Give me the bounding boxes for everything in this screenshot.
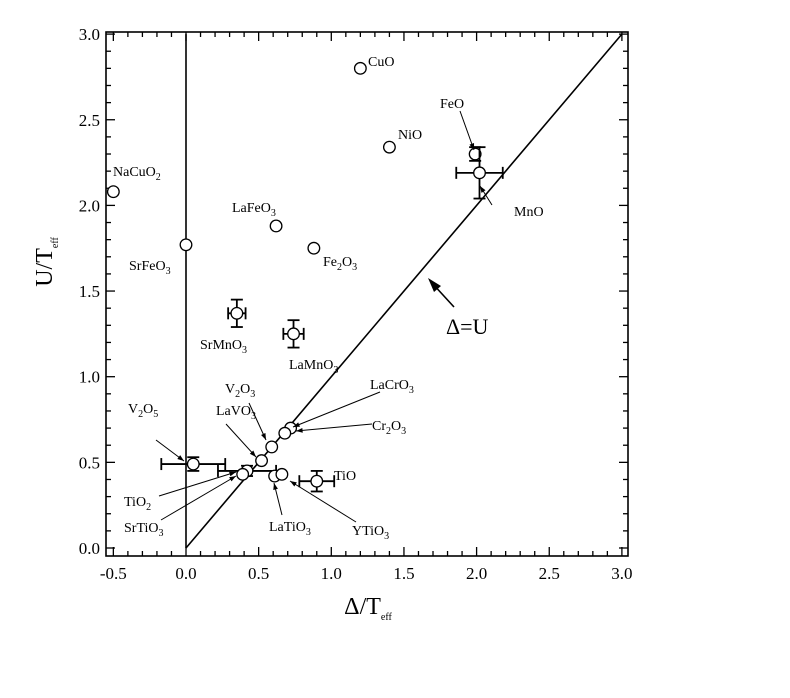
data-point bbox=[307, 241, 321, 255]
x-tick-label: -0.5 bbox=[100, 564, 127, 583]
leader-arrowhead bbox=[480, 186, 486, 193]
data-point bbox=[269, 219, 283, 233]
y-tick-label: 1.0 bbox=[79, 368, 100, 387]
leader-arrowhead bbox=[296, 428, 303, 433]
data-point bbox=[382, 140, 396, 154]
data-point bbox=[255, 454, 269, 468]
point-label: LaFeO3 bbox=[232, 201, 276, 219]
y-tick-label: 2.5 bbox=[79, 111, 100, 130]
point-label: MnO bbox=[514, 205, 544, 220]
data-point bbox=[275, 467, 289, 481]
point-label: SrFeO3 bbox=[129, 259, 171, 277]
point-label: YTiO3 bbox=[352, 524, 389, 542]
leader-line bbox=[248, 402, 267, 441]
leader-line bbox=[295, 423, 373, 432]
x-tick-label: 0.5 bbox=[248, 564, 269, 583]
leader-line bbox=[292, 391, 381, 428]
point-label: TiO2 bbox=[124, 495, 151, 513]
y-tick-label: 0.5 bbox=[79, 453, 100, 472]
point-label: LaVO3 bbox=[216, 404, 256, 422]
leader-line bbox=[459, 110, 475, 151]
point-label: Fe2O3 bbox=[323, 255, 357, 273]
y-tick-label: 2.0 bbox=[79, 196, 100, 215]
data-point bbox=[353, 61, 367, 75]
point-label: NaCuO2 bbox=[113, 165, 161, 183]
x-tick-label: 2.0 bbox=[466, 564, 487, 583]
leader-arrowhead bbox=[229, 476, 236, 482]
x-tick-label: 3.0 bbox=[611, 564, 632, 583]
x-tick-label: 1.5 bbox=[393, 564, 414, 583]
data-point bbox=[310, 474, 324, 488]
x-axis-title: Δ/Teff bbox=[344, 594, 392, 623]
leader-arrowhead bbox=[177, 455, 184, 461]
x-tick-label: 0.0 bbox=[175, 564, 196, 583]
leader-arrowhead bbox=[261, 433, 266, 440]
leader-arrowhead bbox=[249, 450, 256, 457]
reference-line-arrowhead bbox=[428, 278, 441, 292]
point-label: LaMnO3 bbox=[289, 358, 338, 376]
data-point bbox=[230, 306, 244, 320]
point-label: TiO bbox=[334, 469, 356, 484]
point-label: SrMnO3 bbox=[200, 338, 247, 356]
x-tick-label: 1.0 bbox=[321, 564, 342, 583]
reference-line-label: Δ=U bbox=[446, 314, 489, 339]
data-point bbox=[473, 166, 486, 180]
point-label: SrTiO3 bbox=[124, 521, 164, 539]
y-tick-label: 1.5 bbox=[79, 282, 100, 301]
data-point bbox=[287, 327, 300, 341]
point-label: CuO bbox=[368, 55, 394, 70]
point-label: Cr2O3 bbox=[372, 419, 406, 437]
data-point bbox=[186, 457, 200, 471]
leader-arrowhead bbox=[290, 481, 297, 487]
point-label: NiO bbox=[398, 128, 422, 143]
data-point bbox=[265, 440, 279, 454]
point-label: V2O5 bbox=[128, 402, 158, 420]
plot-area: -0.5 0.0 0.5 1.0 1.5 2.0 2.5 3.00.00.51.01.52.0… bbox=[79, 25, 633, 583]
leader-arrowhead bbox=[273, 483, 278, 490]
data-point bbox=[278, 426, 292, 440]
leader-line bbox=[158, 471, 237, 497]
data-point bbox=[106, 185, 120, 199]
point-label: LaCrO3 bbox=[370, 378, 414, 396]
point-label: FeO bbox=[440, 97, 464, 112]
data-point bbox=[236, 467, 250, 481]
y-tick-label: 0.0 bbox=[79, 539, 100, 558]
point-label: V2O3 bbox=[225, 382, 255, 400]
x-tick-label: 2.5 bbox=[539, 564, 560, 583]
data-point bbox=[179, 238, 193, 252]
plot-frame bbox=[105, 31, 629, 557]
y-axis-title: U/Teff bbox=[32, 237, 61, 287]
point-label: LaTiO3 bbox=[269, 520, 311, 538]
data-point bbox=[468, 147, 482, 161]
leader-arrowhead bbox=[229, 471, 236, 477]
leader-arrowhead bbox=[469, 143, 475, 150]
leader-line bbox=[225, 423, 257, 458]
leader-arrowhead bbox=[293, 422, 300, 427]
leader-line bbox=[160, 475, 237, 521]
y-tick-label: 3.0 bbox=[79, 25, 100, 44]
leader-line bbox=[289, 480, 357, 523]
